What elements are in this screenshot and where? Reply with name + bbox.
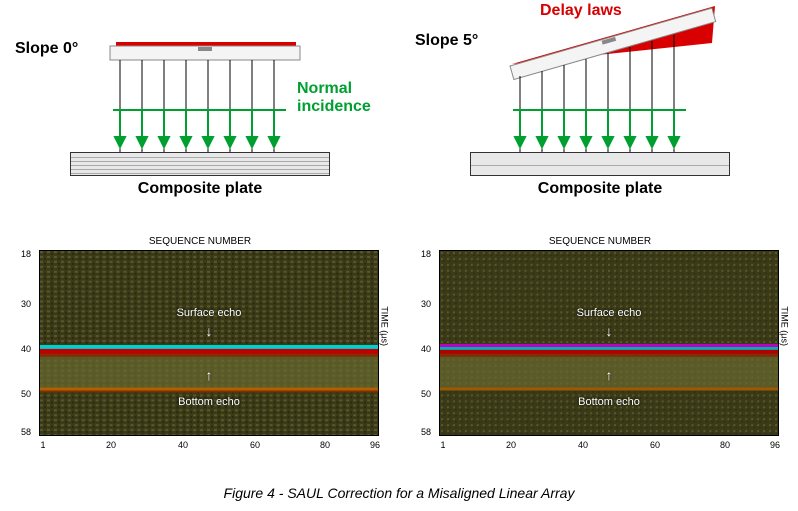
normal-incidence-label: Normal incidence (297, 80, 371, 117)
composite-plate-left (70, 152, 330, 176)
bscan-left-title: SEQUENCE NUMBER (15, 236, 385, 247)
bscan-left-yaxis: TIME (μs) (380, 306, 390, 346)
surface-echo-label-right: Surface echo (440, 307, 778, 319)
bottom-echo-arrow-right: ↑ (606, 367, 613, 383)
bscan-right-plot: Surface echo ↓ ↑ Bottom echo (439, 250, 779, 436)
diagram-slope-0: Slope 0° (15, 22, 385, 212)
bscan-right-title: SEQUENCE NUMBER (415, 236, 785, 247)
surface-echo-arrow-right: ↓ (606, 323, 613, 339)
surface-echo-arrow-left: ↓ (206, 323, 213, 339)
diagram-slope-5: Delay laws Slope 5° (415, 22, 785, 212)
bscan-left-plot: Surface echo ↓ ↑ Bottom echo (39, 250, 379, 436)
bscan-left: SEQUENCE NUMBER (15, 236, 385, 456)
figure-caption: Figure 4 - SAUL Correction for a Misalig… (0, 485, 798, 501)
composite-plate-label-right: Composite plate (510, 180, 690, 198)
delay-laws-label: Delay laws (540, 2, 622, 20)
bscan-right-yaxis: TIME (μs) (780, 306, 790, 346)
composite-plate-label-left: Composite plate (110, 180, 290, 198)
surface-echo-label-left: Surface echo (40, 307, 378, 319)
composite-plate-right (470, 152, 730, 176)
bscan-right: SEQUENCE NUMBER (415, 236, 785, 456)
bottom-echo-label-left: Bottom echo (40, 396, 378, 408)
bottom-echo-arrow-left: ↑ (206, 367, 213, 383)
bottom-echo-label-right: Bottom echo (440, 396, 778, 408)
